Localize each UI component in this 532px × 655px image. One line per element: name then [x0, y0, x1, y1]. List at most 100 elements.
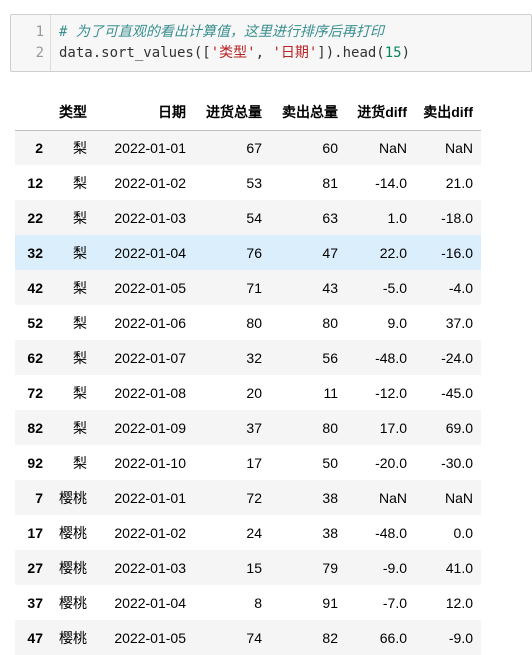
code-line-2[interactable]: data.sort_values(['类型', '日期']).head(15)	[59, 43, 527, 64]
date-cell: 2022-01-02	[114, 174, 186, 191]
purchase-diff-cell: -7.0	[382, 594, 407, 611]
purchase-total-cell: 72	[246, 489, 262, 506]
table-row: 27 樱桃 2022-01-03 15 79 -9.0 41.0	[15, 550, 481, 585]
sales-diff-cell: -16.0	[441, 244, 473, 261]
sales-total-cell: 82	[322, 629, 338, 646]
row-index: 47	[27, 629, 43, 646]
type-cell: 梨	[73, 174, 87, 191]
type-cell: 樱桃	[59, 524, 87, 541]
row-index: 42	[27, 279, 43, 296]
type-cell: 梨	[73, 454, 87, 471]
code-cell[interactable]: 1 2 # 为了可直观的看出计算值，这里进行排序后再打印 data.sort_v…	[10, 14, 532, 72]
code-line-1[interactable]: # 为了可直观的看出计算值，这里进行排序后再打印	[59, 22, 527, 43]
table-row: 82 梨 2022-01-09 37 80 17.0 69.0	[15, 410, 481, 445]
purchase-total-cell: 76	[246, 244, 262, 261]
sales-diff-cell: -9.0	[448, 629, 473, 646]
date-cell: 2022-01-03	[114, 209, 186, 226]
purchase-total-cell: 20	[246, 384, 262, 401]
row-index: 32	[27, 244, 43, 261]
purchase-total-cell: 53	[246, 174, 262, 191]
row-index: 52	[27, 314, 43, 331]
table-header: 类型 日期 进货总量 卖出总量 进货diff 卖出diff	[15, 95, 481, 131]
date-cell: 2022-01-08	[114, 384, 186, 401]
type-cell: 梨	[73, 244, 87, 261]
date-cell: 2022-01-01	[114, 139, 186, 156]
code-editor[interactable]: # 为了可直观的看出计算值，这里进行排序后再打印 data.sort_value…	[59, 22, 527, 64]
purchase-total-cell: 32	[246, 349, 262, 366]
date-cell: 2022-01-02	[114, 524, 186, 541]
table-row: 72 梨 2022-01-08 20 11 -12.0 -45.0	[15, 375, 481, 410]
sales-diff-cell: -30.0	[441, 454, 473, 471]
row-index: 12	[27, 174, 43, 191]
table-row: 32 梨 2022-01-04 76 47 22.0 -16.0	[15, 235, 481, 270]
sales-total-cell: 50	[322, 454, 338, 471]
type-cell: 樱桃	[59, 629, 87, 646]
sales-total-cell: 38	[322, 524, 338, 541]
dataframe-table: 类型 日期 进货总量 卖出总量 进货diff 卖出diff 2 梨 2022-01-…	[15, 95, 481, 655]
code-comment: # 为了可直观的看出计算值，这里进行排序后再打印	[59, 24, 384, 40]
index-header	[15, 95, 51, 131]
sales-diff-cell: NaN	[444, 139, 473, 156]
table-row: 7 樱桃 2022-01-01 72 38 NaN NaN	[15, 480, 481, 515]
sales-total-cell: 56	[322, 349, 338, 366]
row-index: 82	[27, 419, 43, 436]
type-cell: 梨	[73, 384, 87, 401]
sales-total-cell: 38	[322, 489, 338, 506]
purchase-total-cell: 80	[246, 314, 262, 331]
code-text: )	[401, 45, 411, 61]
code-text: data.sort_values([	[59, 45, 211, 61]
purchase-diff-cell: -14.0	[375, 174, 407, 191]
sales-total-cell: 11	[323, 384, 338, 401]
table-row: 2 梨 2022-01-01 67 60 NaN NaN	[15, 130, 481, 165]
purchase-diff-cell: -20.0	[375, 454, 407, 471]
date-cell: 2022-01-01	[114, 489, 186, 506]
purchase-diff-cell: -12.0	[375, 384, 407, 401]
purchase-diff-cell: 1.0	[387, 209, 407, 226]
sales-total-cell: 80	[322, 314, 338, 331]
row-index: 2	[35, 139, 43, 156]
table-row: 52 梨 2022-01-06 80 80 9.0 37.0	[15, 305, 481, 340]
sales-diff-cell: 21.0	[445, 174, 473, 191]
type-cell: 梨	[73, 419, 87, 436]
table-row: 47 樱桃 2022-01-05 74 82 66.0 -9.0	[15, 620, 481, 655]
sales-diff-cell: 69.0	[445, 419, 473, 436]
sales-diff-cell: 37.0	[445, 314, 473, 331]
sales-diff-cell: -45.0	[441, 384, 473, 401]
type-cell: 梨	[73, 279, 87, 296]
column-header-date: 日期	[95, 95, 194, 131]
type-cell: 樱桃	[59, 559, 87, 576]
cell-output: 类型 日期 进货总量 卖出总量 进货diff 卖出diff 2 梨 2022-01-…	[15, 95, 481, 655]
purchase-diff-cell: 22.0	[379, 244, 407, 261]
purchase-total-cell: 37	[246, 419, 262, 436]
sales-total-cell: 63	[322, 209, 338, 226]
table-row: 17 樱桃 2022-01-02 24 38 -48.0 0.0	[15, 515, 481, 550]
purchase-diff-cell: NaN	[378, 139, 407, 156]
type-cell: 梨	[73, 349, 87, 366]
header-row: 类型 日期 进货总量 卖出总量 进货diff 卖出diff	[15, 95, 481, 131]
row-index: 7	[35, 489, 43, 506]
purchase-diff-cell: 9.0	[387, 314, 407, 331]
sales-diff-cell: 12.0	[445, 594, 473, 611]
column-header-sales-diff: 卖出diff	[415, 95, 481, 131]
purchase-diff-cell: 66.0	[379, 629, 407, 646]
sales-total-cell: 43	[322, 279, 338, 296]
code-string: '类型'	[210, 45, 256, 61]
code-text: ,	[255, 45, 273, 61]
row-index: 37	[27, 594, 43, 611]
row-index: 92	[27, 454, 43, 471]
purchase-total-cell: 8	[254, 594, 262, 611]
date-cell: 2022-01-04	[114, 244, 186, 261]
sales-diff-cell: -24.0	[441, 349, 473, 366]
sales-total-cell: 47	[322, 244, 338, 261]
purchase-total-cell: 17	[246, 454, 262, 471]
purchase-total-cell: 54	[246, 209, 262, 226]
column-header-purchase-total: 进货总量	[194, 95, 270, 131]
row-index: 72	[27, 384, 43, 401]
purchase-total-cell: 74	[246, 629, 262, 646]
purchase-total-cell: 24	[246, 524, 262, 541]
sales-diff-cell: 41.0	[445, 559, 473, 576]
purchase-total-cell: 71	[246, 279, 262, 296]
column-header-purchase-diff: 进货diff	[346, 95, 415, 131]
purchase-diff-cell: -5.0	[382, 279, 407, 296]
sales-diff-cell: 0.0	[453, 524, 473, 541]
